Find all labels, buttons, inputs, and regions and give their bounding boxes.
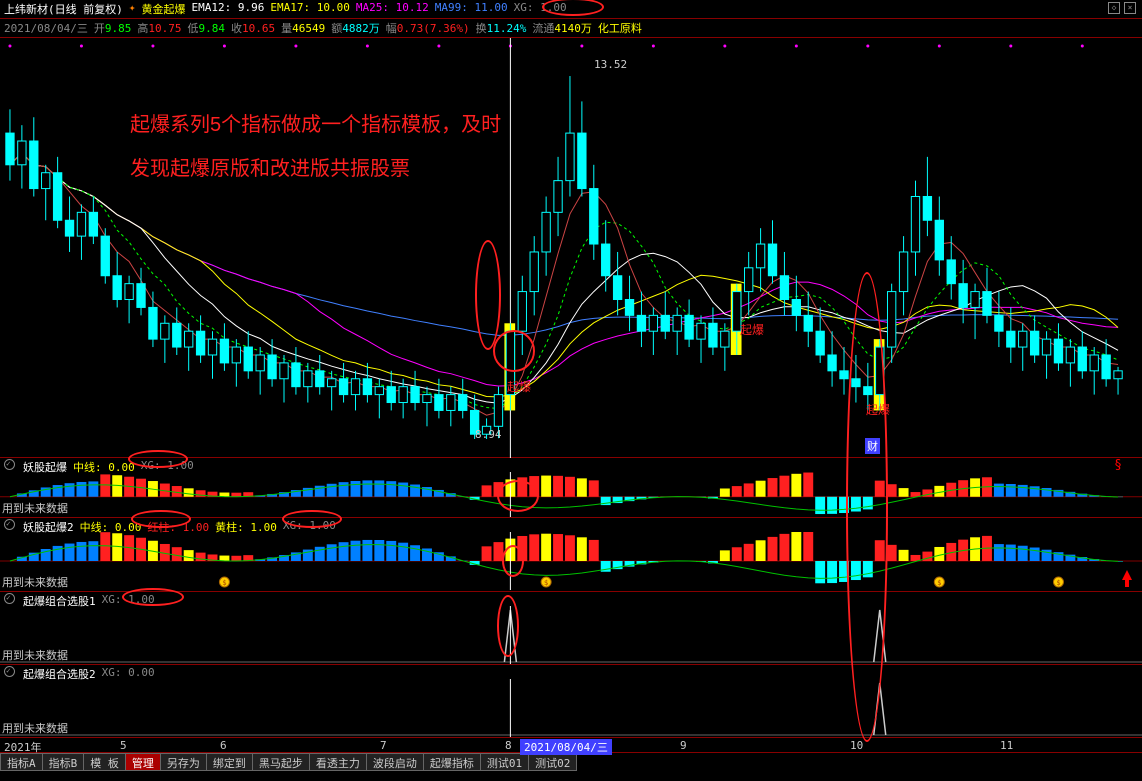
signal-qibao-1: 起爆 bbox=[507, 378, 531, 395]
tab-10[interactable]: 测试01 bbox=[480, 753, 528, 771]
indicator-panel-1[interactable]: 妖股起爆 中线: 0.00 XG: 1.00 用到未来数据 § bbox=[0, 458, 1142, 518]
svg-text:$: $ bbox=[937, 579, 941, 587]
tab-7[interactable]: 看透主力 bbox=[309, 753, 366, 771]
gear-icon[interactable] bbox=[4, 666, 15, 677]
stock-title: 上纬新材(日线 前复权) bbox=[4, 1, 123, 17]
indicator-name: 黄金起爆 bbox=[142, 1, 186, 17]
future-data-label: 用到未来数据 bbox=[2, 574, 68, 590]
tab-9[interactable]: 起爆指标 bbox=[423, 753, 480, 771]
indicator-panel-3[interactable]: 起爆组合选股1 XG: 1.00 用到未来数据 bbox=[0, 592, 1142, 665]
tab-5[interactable]: 绑定到 bbox=[206, 753, 252, 771]
time-axis: 2021年 5 6 7 8 2021/08/04/三 9 10 11 bbox=[0, 738, 1142, 753]
future-data-label: 用到未来数据 bbox=[2, 500, 68, 516]
signal-qibao-3: 起爆 bbox=[866, 401, 890, 418]
annotation-overlay: 起爆系列5个指标做成一个指标模板，及时 发现起爆原版和改进版共振股票 bbox=[130, 103, 501, 191]
peak-low-label: 8.94 bbox=[475, 428, 502, 441]
tab-11[interactable]: 测试02 bbox=[528, 753, 577, 771]
ohlc-header: 2021/08/04/三 开9.85 高10.75 低9.84 收10.65 量… bbox=[0, 19, 1142, 38]
gear-icon[interactable] bbox=[4, 459, 15, 470]
chart-header: 上纬新材(日线 前复权) ✦ 黄金起爆 EMA12: 9.96 EMA17: 1… bbox=[0, 0, 1142, 19]
indicator-panel-2[interactable]: 妖股起爆2 中线: 0.00 红柱: 1.00 黄柱: 1.00 XG: 1.0… bbox=[0, 518, 1142, 592]
svg-text:$: $ bbox=[544, 579, 548, 587]
settings-icon[interactable]: ◇ bbox=[1108, 2, 1120, 14]
tab-8[interactable]: 波段启动 bbox=[366, 753, 423, 771]
future-data-label: 用到未来数据 bbox=[2, 647, 68, 663]
close-icon[interactable]: × bbox=[1124, 2, 1136, 14]
gear-icon[interactable] bbox=[4, 593, 15, 604]
tab-6[interactable]: 黑马起步 bbox=[252, 753, 309, 771]
svg-text:$: $ bbox=[222, 579, 226, 587]
main-candlestick-chart[interactable]: 起爆系列5个指标做成一个指标模板，及时 发现起爆原版和改进版共振股票 13.52… bbox=[0, 38, 1142, 458]
bottom-tabs: 指标A指标B模 板管理另存为绑定到黑马起步看透主力波段启动起爆指标测试01测试0… bbox=[0, 753, 1142, 771]
tab-2[interactable]: 模 板 bbox=[83, 753, 125, 771]
tab-1[interactable]: 指标B bbox=[42, 753, 84, 771]
tab-3[interactable]: 管理 bbox=[125, 753, 160, 771]
svg-text:$: $ bbox=[1056, 579, 1060, 587]
cai-marker: 财 bbox=[865, 438, 880, 454]
gear-icon[interactable] bbox=[4, 519, 15, 530]
peak-high-label: 13.52 bbox=[594, 58, 627, 71]
indicator-panel-4[interactable]: 起爆组合选股2 XG: 0.00 用到未来数据 bbox=[0, 665, 1142, 738]
signal-qibao-2: 起爆 bbox=[740, 321, 764, 338]
tab-4[interactable]: 另存为 bbox=[160, 753, 206, 771]
tab-0[interactable]: 指标A bbox=[0, 753, 42, 771]
future-data-label: 用到未来数据 bbox=[2, 720, 68, 736]
window-controls: ◇ × bbox=[1108, 2, 1136, 14]
